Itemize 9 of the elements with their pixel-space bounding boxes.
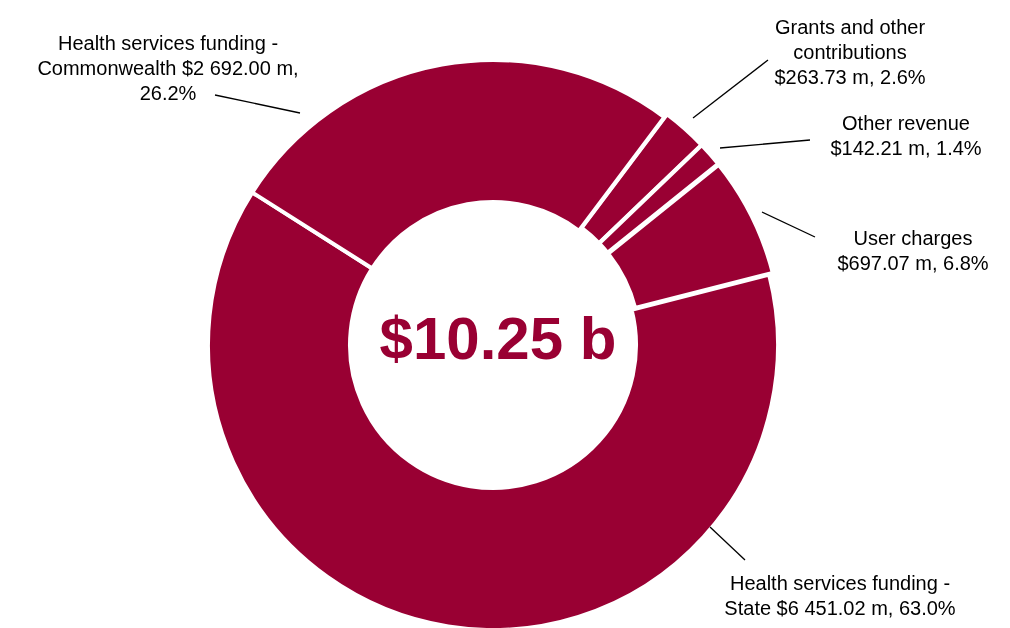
- text: $10.25 b: [379, 304, 617, 372]
- data-label: $263.73 m, 2.6%: [774, 66, 926, 88]
- slice-label: Health services funding - State $6 451.02 m, 63.0%: [724, 572, 956, 619]
- slice-label: Other revenue: [842, 112, 970, 134]
- data-label: $697.07 m, 6.8%: [837, 252, 989, 274]
- slice-label: User charges: [853, 227, 973, 249]
- data-label: $142.21 m, 1.4%: [830, 137, 982, 159]
- slice-label: Health services funding - Commonwealth $2 692.00 m, 26.2%: [37, 32, 299, 104]
- slice-label: Grants and other contributions: [774, 16, 926, 63]
